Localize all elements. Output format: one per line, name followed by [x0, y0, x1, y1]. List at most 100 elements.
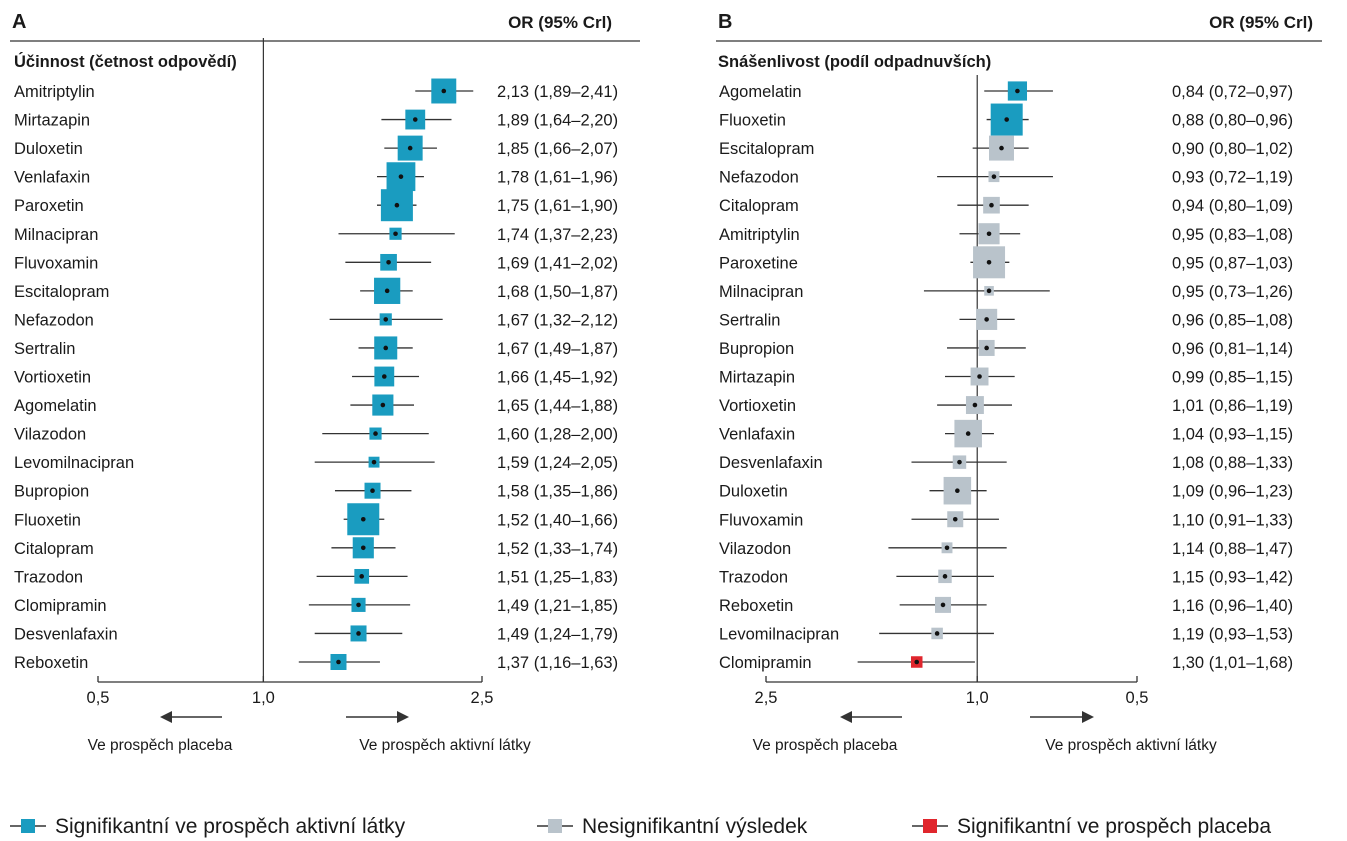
or-value: 0,96 (0,85–1,08) [1172, 311, 1293, 329]
effect-point [957, 459, 962, 465]
effect-point [977, 374, 982, 379]
row-label: Vilazodon [14, 426, 86, 444]
panel-b-letter: B [718, 11, 732, 33]
panel-a-letter: A [12, 11, 26, 33]
row-label: Duloxetin [719, 483, 788, 501]
row-label: Reboxetin [14, 654, 88, 672]
or-value: 1,49 (1,24–1,79) [497, 625, 618, 643]
or-value: 0,88 (0,80–0,96) [1172, 112, 1293, 130]
row-label: Amitriptylin [719, 226, 800, 244]
row-label: Escitalopram [14, 283, 109, 301]
effect-point [356, 602, 361, 608]
effect-point [336, 659, 341, 665]
or-value: 1,08 (0,88–1,33) [1172, 454, 1293, 472]
effect-point [952, 516, 958, 522]
effect-point [380, 402, 386, 408]
x-tick-label: 2,5 [755, 689, 778, 707]
panel-b-column-header: OR (95% Crl) [1209, 13, 1313, 32]
effect-point [986, 288, 992, 294]
row-label: Vortioxetin [719, 397, 796, 415]
row-label: Milnacipran [719, 283, 803, 301]
row-label: Duloxetin [14, 140, 83, 158]
legend-label: Signifikantní ve prospěch placeba [957, 815, 1271, 838]
legend-swatch [548, 819, 562, 833]
row-label: Trazodon [719, 568, 788, 586]
effect-point [393, 231, 398, 237]
row-label: Bupropion [719, 340, 794, 358]
or-value: 1,52 (1,33–1,74) [497, 540, 618, 558]
row-label: Agomelatin [719, 83, 802, 101]
row-label: Vilazodon [719, 540, 791, 558]
effect-point [383, 345, 389, 351]
or-value: 0,93 (0,72–1,19) [1172, 169, 1293, 187]
effect-point [984, 317, 989, 322]
or-value: 1,09 (0,96–1,23) [1172, 483, 1293, 501]
x-tick-label: 1,0 [252, 689, 275, 707]
row-label: Sertralin [14, 340, 75, 358]
effect-point [394, 202, 400, 208]
effect-point [942, 574, 948, 579]
row-label: Trazodon [14, 568, 83, 586]
panel-a-direction-active: Ve prospěch aktivní látky [359, 737, 531, 754]
effect-point [1015, 88, 1020, 94]
row-label: Fluoxetin [719, 112, 786, 130]
effect-point [412, 117, 418, 122]
x-tick-label: 0,5 [1126, 689, 1149, 707]
arrow-right-icon [1082, 711, 1094, 723]
legend-swatch [21, 819, 35, 833]
effect-point [972, 402, 978, 408]
row-label: Reboxetin [719, 597, 793, 615]
legend-label: Nesignifikantní výsledek [582, 815, 808, 838]
row-label: Fluvoxamin [14, 254, 98, 272]
or-value: 1,78 (1,61–1,96) [497, 169, 618, 187]
effect-point [384, 288, 390, 294]
or-value: 0,96 (0,81–1,14) [1172, 340, 1293, 358]
effect-point [965, 431, 971, 436]
effect-point [986, 260, 992, 265]
or-value: 1,89 (1,64–2,20) [497, 112, 618, 130]
panel-b: B OR (95% Crl) Snášenlivost (podíl odpadnu… [716, 11, 1322, 754]
or-value: 0,95 (0,83–1,08) [1172, 226, 1293, 244]
row-label: Clomipramin [719, 654, 812, 672]
or-value: 0,99 (0,85–1,15) [1172, 369, 1293, 387]
row-label: Levomilnacipran [14, 454, 134, 472]
row-label: Escitalopram [719, 140, 814, 158]
effect-point [370, 488, 375, 494]
or-value: 2,13 (1,89–2,41) [497, 83, 618, 101]
x-tick-label: 0,5 [87, 689, 110, 707]
row-label: Sertralin [719, 311, 780, 329]
row-label: Bupropion [14, 483, 89, 501]
or-value: 1,66 (1,45–1,92) [497, 369, 618, 387]
effect-point [359, 574, 365, 579]
legend-label: Signifikantní ve prospěch aktivní látky [55, 815, 406, 838]
effect-point [382, 374, 387, 379]
arrow-left-icon [160, 711, 172, 723]
effect-point [398, 174, 404, 179]
row-label: Fluoxetin [14, 511, 81, 529]
row-label: Milnacipran [14, 226, 98, 244]
or-value: 1,58 (1,35–1,86) [497, 483, 618, 501]
row-label: Clomipramin [14, 597, 107, 615]
effect-point [955, 488, 960, 494]
or-value: 0,95 (0,87–1,03) [1172, 254, 1293, 272]
row-label: Venlafaxin [719, 426, 795, 444]
or-value: 1,10 (0,91–1,33) [1172, 511, 1293, 529]
row-label: Paroxetine [719, 254, 798, 272]
or-value: 1,65 (1,44–1,88) [497, 397, 618, 415]
or-value: 1,85 (1,66–2,07) [497, 140, 618, 158]
row-label: Citalopram [719, 197, 799, 215]
effect-point [986, 231, 992, 237]
effect-point [360, 545, 366, 551]
or-value: 1,75 (1,61–1,90) [497, 197, 618, 215]
or-value: 1,19 (0,93–1,53) [1172, 625, 1293, 643]
row-label: Amitriptylin [14, 83, 95, 101]
effect-point [934, 631, 940, 636]
row-label: Citalopram [14, 540, 94, 558]
panel-b-title: Snášenlivost (podíl odpadnuvších) [718, 53, 991, 71]
effect-point [940, 602, 946, 608]
effect-point [386, 260, 391, 265]
or-value: 1,69 (1,41–2,02) [497, 254, 618, 272]
or-value: 1,37 (1,16–1,63) [497, 654, 618, 672]
effect-point [984, 345, 989, 351]
or-value: 1,59 (1,24–2,05) [497, 454, 618, 472]
